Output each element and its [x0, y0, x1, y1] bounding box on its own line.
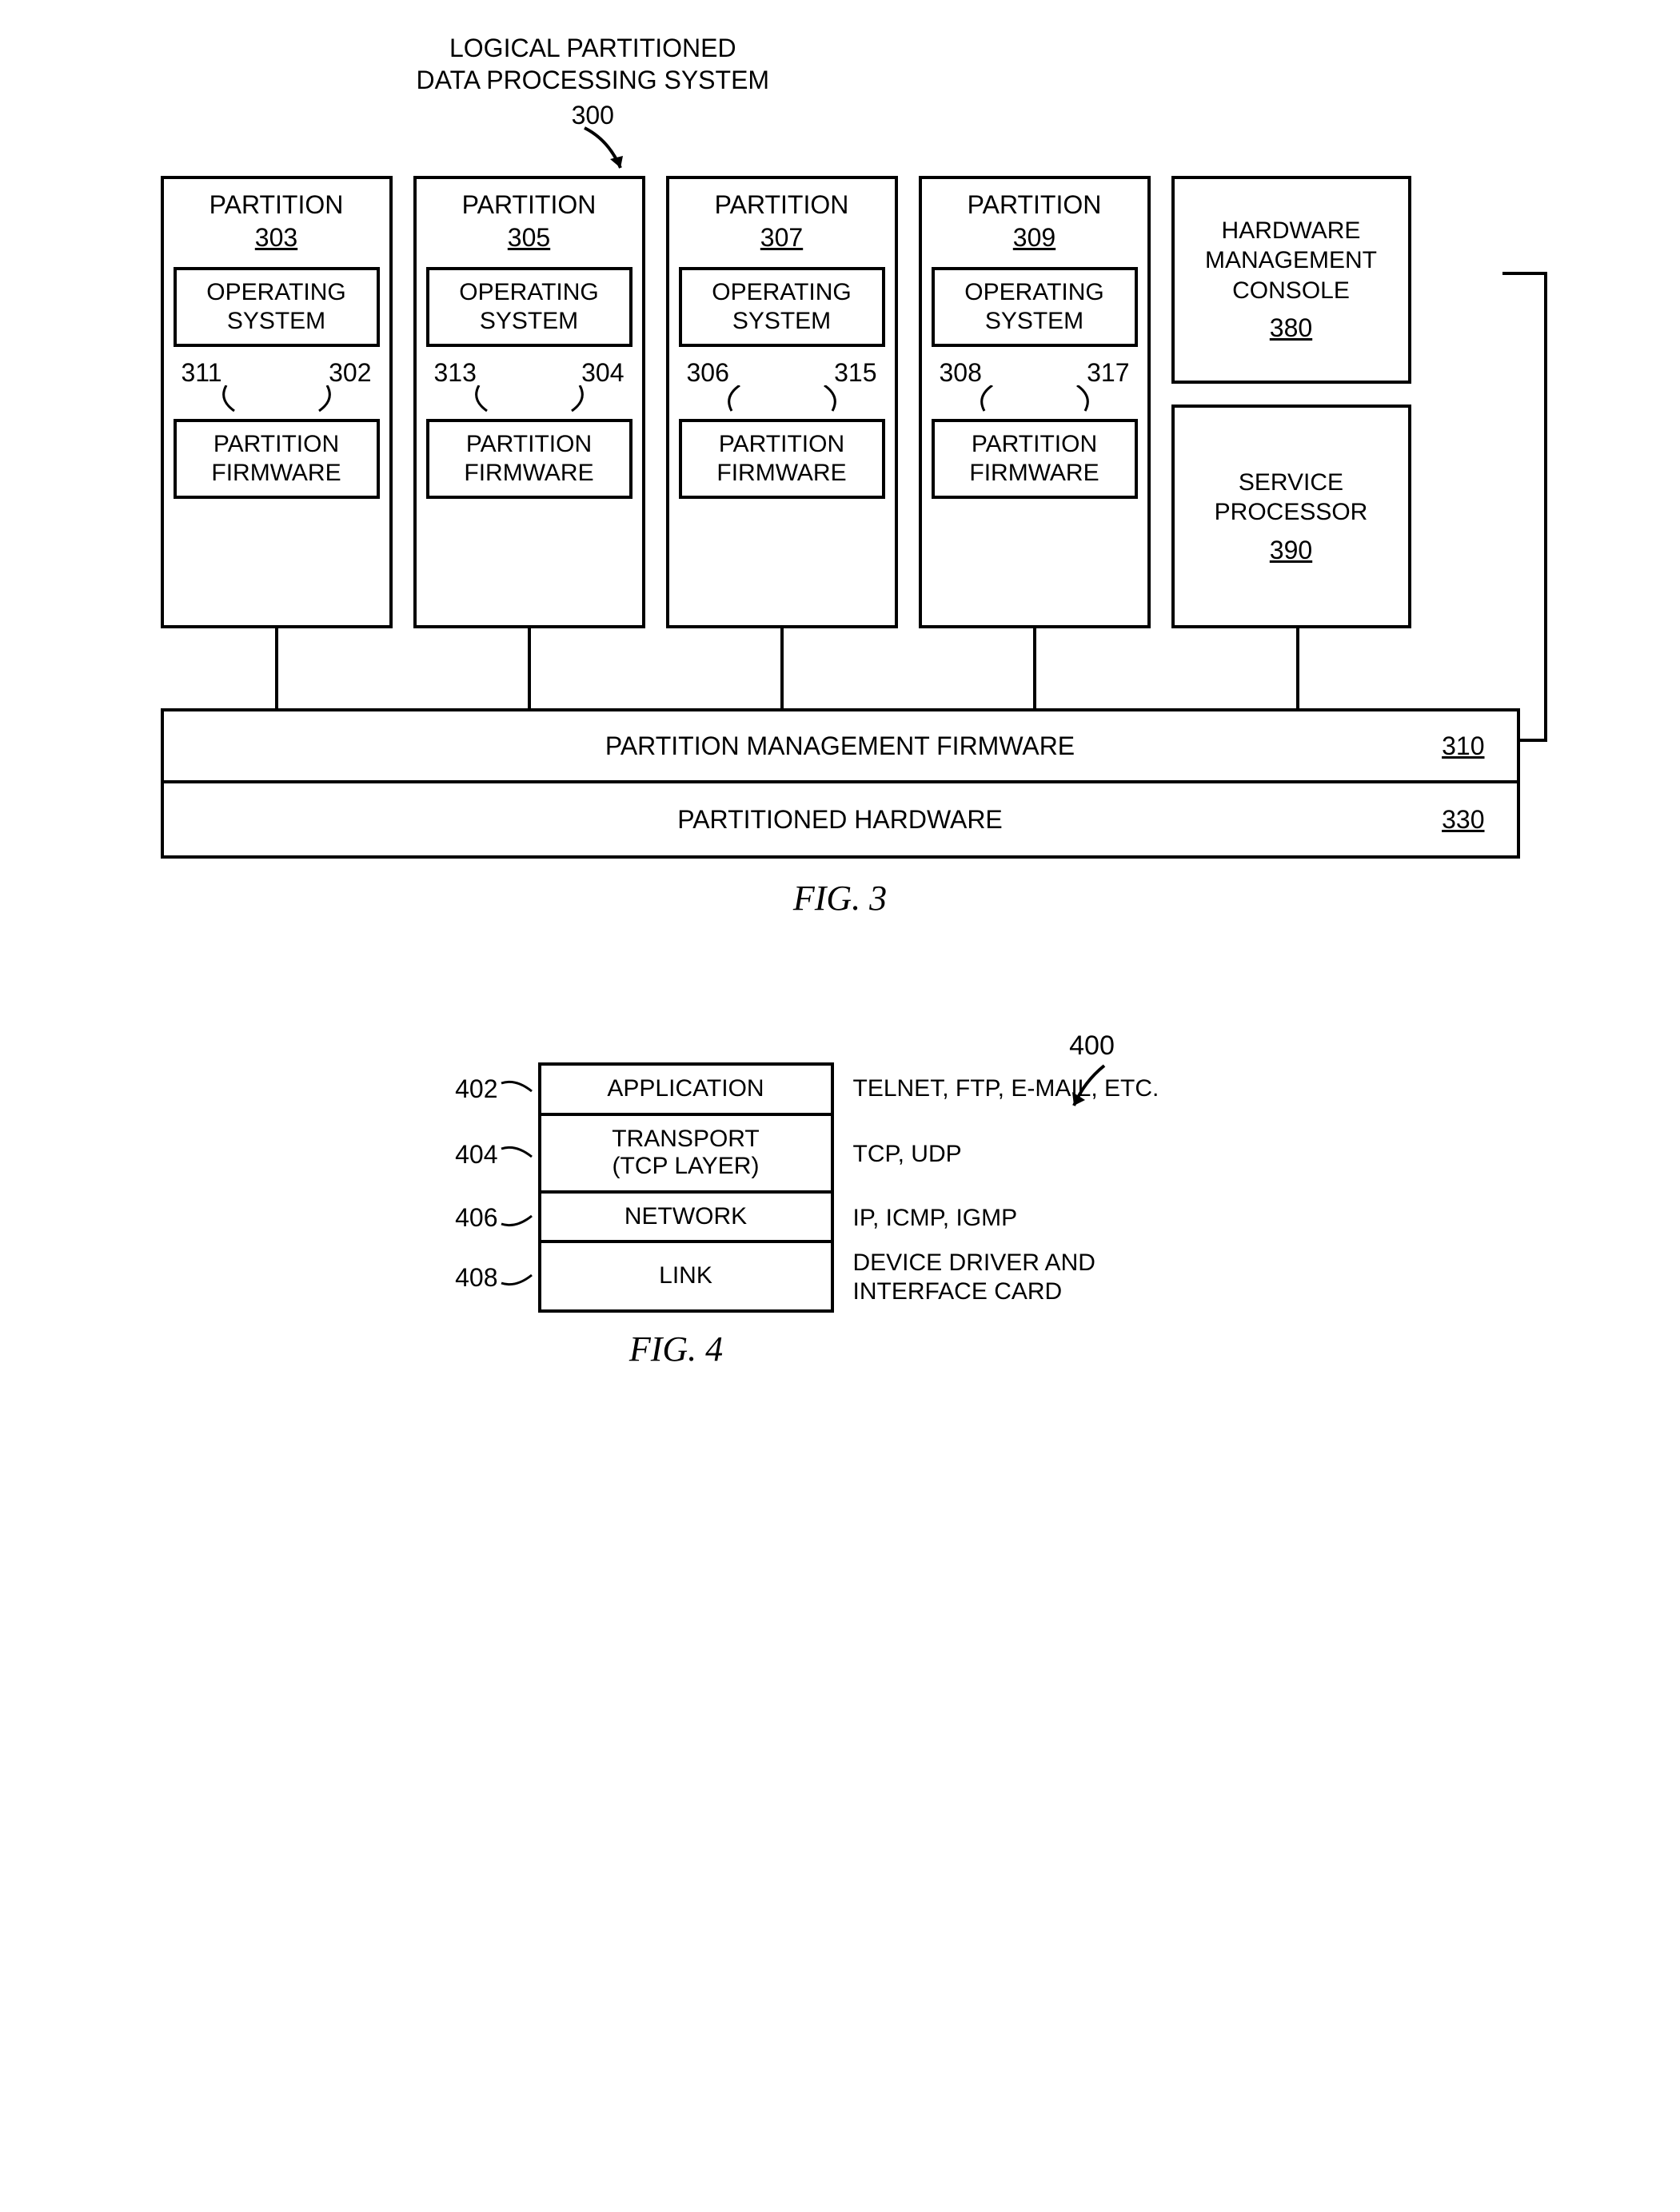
hmc-l3: CONSOLE — [1181, 276, 1402, 306]
fig3-title: LOGICAL PARTITIONED DATA PROCESSING SYST… — [417, 32, 770, 131]
ref-404: 404 — [417, 1140, 505, 1170]
fw-box: PARTITION FIRMWARE — [426, 419, 632, 499]
os-box: OPERATING SYSTEM — [174, 267, 380, 347]
mid-labels: 313 304 — [426, 347, 632, 419]
layer-link-box: LINK — [538, 1243, 834, 1313]
ref-302: 302 — [329, 358, 373, 388]
layer-network-box: NETWORK — [538, 1194, 834, 1244]
ref-408: 408 — [417, 1263, 505, 1293]
ref-402: 402 — [417, 1074, 505, 1104]
arrow-300-icon — [577, 124, 640, 188]
ref-406: 406 — [417, 1203, 505, 1233]
ref-313: 313 — [433, 358, 477, 388]
layer-link-row: 408 LINK DEVICE DRIVER AND INTERFACE CAR… — [417, 1243, 1264, 1313]
tick-icon — [500, 1142, 535, 1166]
fw-box: PARTITION FIRMWARE — [174, 419, 380, 499]
partition-label: PARTITION — [462, 190, 597, 220]
tick-icon — [500, 1265, 535, 1289]
hook-icon — [716, 385, 748, 414]
partition-num: 305 — [508, 223, 550, 253]
tick-icon — [500, 1206, 535, 1230]
bar1-num: 310 — [1442, 731, 1484, 761]
bar1-label: PARTITION MANAGEMENT FIRMWARE — [605, 731, 1075, 761]
ref-400: 400 — [1064, 1030, 1120, 1122]
hook-icon — [564, 385, 596, 414]
partition-num: 303 — [255, 223, 297, 253]
partition-307: PARTITION 307 OPERATING SYSTEM 306 315 P… — [666, 176, 898, 628]
ref-315: 315 — [834, 358, 878, 388]
layer-link-desc: DEVICE DRIVER AND INTERFACE CARD — [834, 1249, 1095, 1306]
mid-labels: 306 315 — [679, 347, 885, 419]
os-box: OPERATING SYSTEM — [932, 267, 1138, 347]
partition-305: PARTITION 305 OPERATING SYSTEM 313 304 P… — [413, 176, 645, 628]
partition-num: 307 — [760, 223, 803, 253]
mid-labels: 311 302 — [174, 347, 380, 419]
layer-transport-row: 404 TRANSPORT (TCP LAYER) TCP, UDP — [417, 1116, 1264, 1194]
layer-transport-desc: TCP, UDP — [834, 1140, 962, 1169]
partitioned-hw-bar: PARTITIONED HARDWARE 330 — [161, 783, 1520, 859]
tick-icon — [500, 1077, 535, 1101]
hmc-num: 380 — [1181, 312, 1402, 344]
fw-box: PARTITION FIRMWARE — [679, 419, 885, 499]
hook-icon — [463, 385, 495, 414]
fig3-caption: FIG. 3 — [161, 878, 1520, 919]
hook-icon — [210, 385, 242, 414]
partition-num: 309 — [1013, 223, 1055, 253]
figure-4: 400 402 APPLICATION TELNET, FTP, E-MAIL,… — [417, 1062, 1264, 1369]
os-box: OPERATING SYSTEM — [679, 267, 885, 347]
partition-mgmt-fw-bar: PARTITION MANAGEMENT FIRMWARE 310 — [161, 708, 1520, 783]
layer-application-box: APPLICATION — [538, 1062, 834, 1116]
hook-icon — [968, 385, 1000, 414]
hook-icon — [311, 385, 343, 414]
partition-label: PARTITION — [968, 190, 1102, 220]
mid-labels: 308 317 — [932, 347, 1138, 419]
partition-label: PARTITION — [715, 190, 849, 220]
layer-network-desc: IP, ICMP, IGMP — [834, 1204, 1018, 1233]
fig3-title-line2: DATA PROCESSING SYSTEM — [417, 64, 770, 96]
fig3-title-line1: LOGICAL PARTITIONED — [417, 32, 770, 64]
partition-label: PARTITION — [210, 190, 344, 220]
hook-icon — [816, 385, 848, 414]
hmc-connector-h-bot — [1520, 739, 1547, 742]
ref-311: 311 — [180, 358, 222, 388]
hmc-box: HARDWARE MANAGEMENT CONSOLE 380 — [1171, 176, 1411, 384]
os-box: OPERATING SYSTEM — [426, 267, 632, 347]
hmc-connector-h-top — [1502, 272, 1547, 275]
partition-309: PARTITION 309 OPERATING SYSTEM 308 317 P… — [919, 176, 1151, 628]
layer-application-row: 402 APPLICATION TELNET, FTP, E-MAIL, ETC… — [417, 1062, 1264, 1116]
partition-303: PARTITION 303 OPERATING SYSTEM 311 302 P… — [161, 176, 393, 628]
figure-3: LOGICAL PARTITIONED DATA PROCESSING SYST… — [161, 48, 1520, 919]
bar2-num: 330 — [1442, 805, 1484, 835]
partition-row: PARTITION 303 OPERATING SYSTEM 311 302 P… — [161, 48, 1520, 628]
ref-304: 304 — [581, 358, 625, 388]
ref-400-num: 400 — [1064, 1030, 1120, 1062]
right-column: HARDWARE MANAGEMENT CONSOLE 380 SERVICE … — [1171, 176, 1411, 628]
sp-num: 390 — [1181, 534, 1402, 566]
ref-317: 317 — [1087, 358, 1131, 388]
drop-connectors — [161, 628, 1520, 708]
ref-306: 306 — [685, 358, 729, 388]
arrow-400-icon — [1064, 1062, 1120, 1118]
hook-icon — [1069, 385, 1101, 414]
sp-l1: SERVICE — [1181, 468, 1402, 498]
sp-l2: PROCESSOR — [1181, 497, 1402, 528]
fig4-caption: FIG. 4 — [529, 1329, 824, 1369]
fig4-stack: 402 APPLICATION TELNET, FTP, E-MAIL, ETC… — [417, 1062, 1264, 1313]
hmc-l1: HARDWARE — [1181, 216, 1402, 246]
bar2-label: PARTITIONED HARDWARE — [677, 805, 1003, 835]
fw-box: PARTITION FIRMWARE — [932, 419, 1138, 499]
hmc-connector-v — [1544, 272, 1547, 742]
ref-308: 308 — [938, 358, 982, 388]
hmc-l2: MANAGEMENT — [1181, 245, 1402, 276]
sp-box: SERVICE PROCESSOR 390 — [1171, 405, 1411, 628]
layer-transport-box: TRANSPORT (TCP LAYER) — [538, 1116, 834, 1194]
layer-network-row: 406 NETWORK IP, ICMP, IGMP — [417, 1194, 1264, 1244]
